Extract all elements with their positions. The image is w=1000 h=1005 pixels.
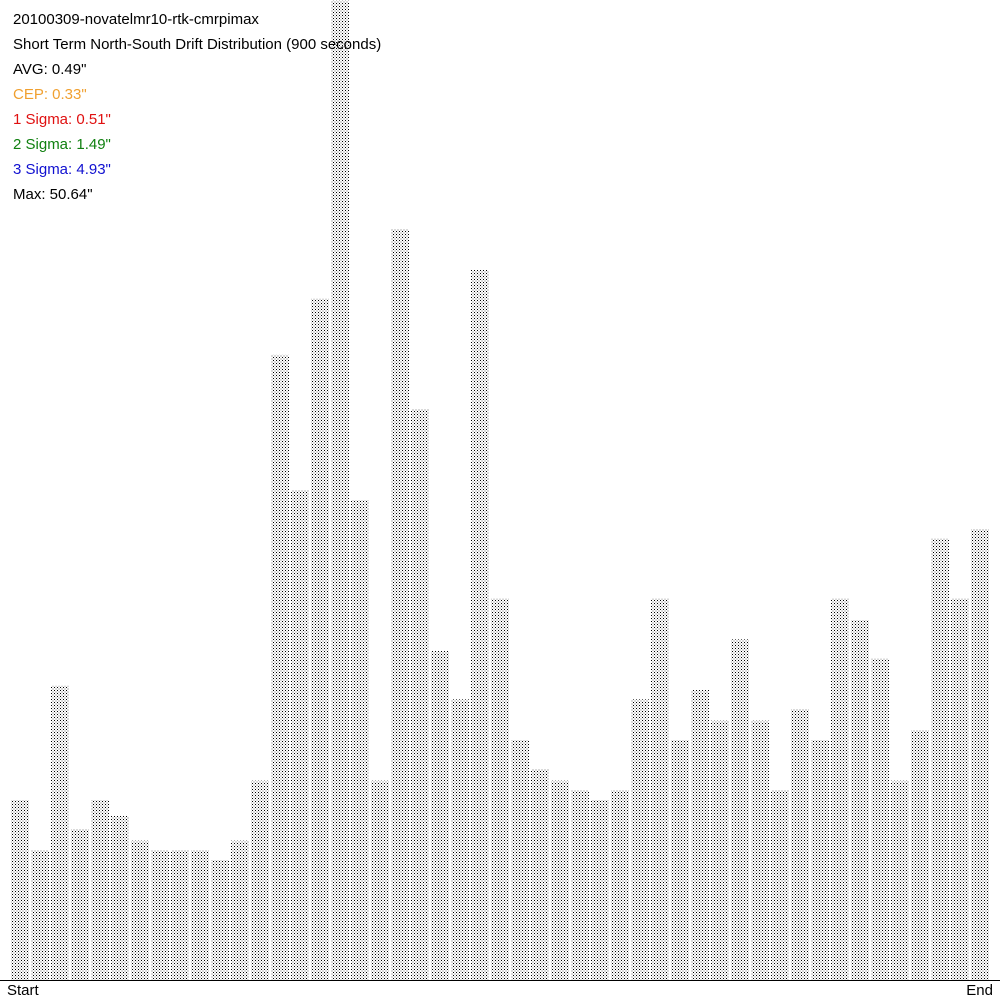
drift-column xyxy=(891,780,909,980)
drift-column xyxy=(571,790,589,980)
drift-column xyxy=(11,800,29,980)
drift-column xyxy=(931,538,949,980)
drift-column xyxy=(491,598,509,980)
drift-column xyxy=(631,699,649,980)
drift-column xyxy=(791,709,809,980)
drift-column xyxy=(151,850,169,980)
drift-column xyxy=(651,598,669,980)
drift-column xyxy=(671,740,689,980)
drift-column xyxy=(871,658,889,980)
drift-column xyxy=(31,850,49,980)
drift-column xyxy=(551,780,569,980)
drift-column xyxy=(751,720,769,980)
drift-column xyxy=(211,860,229,980)
drift-column xyxy=(471,269,489,980)
drift-column xyxy=(131,840,149,980)
stat-label: AVG: 0.49" xyxy=(13,61,86,78)
drift-column xyxy=(111,815,129,980)
drift-column xyxy=(71,829,89,980)
drift-column xyxy=(351,500,369,980)
drift-column xyxy=(191,850,209,980)
x-start-label: Start xyxy=(7,982,40,999)
drift-column xyxy=(391,229,409,981)
drift-column xyxy=(411,409,429,980)
chart-title: 20100309-novatelmr10-rtk-cmrpimax xyxy=(13,11,259,28)
drift-column xyxy=(171,850,189,980)
drift-column xyxy=(311,298,329,980)
drift-column xyxy=(91,800,109,980)
x-end-label: End xyxy=(966,982,993,999)
stat-label: 3 Sigma: 4.93" xyxy=(13,161,111,178)
drift-column xyxy=(231,840,249,980)
drift-column xyxy=(271,354,289,980)
drift-column xyxy=(251,780,269,980)
drift-column xyxy=(771,790,789,980)
drift-column xyxy=(971,529,989,980)
chart-subtitle: Short Term North-South Drift Distributio… xyxy=(13,36,381,53)
drift-column xyxy=(611,790,629,980)
drift-column xyxy=(711,720,729,980)
stat-label: 2 Sigma: 1.49" xyxy=(13,136,111,153)
drift-column xyxy=(431,651,449,980)
stat-label: 1 Sigma: 0.51" xyxy=(13,111,111,128)
drift-column xyxy=(851,620,869,980)
drift-column xyxy=(291,490,309,980)
stat-label: Max: 50.64" xyxy=(13,186,93,203)
drift-column xyxy=(951,598,969,980)
drift-column xyxy=(371,780,389,980)
drift-column xyxy=(51,685,69,980)
drift-column xyxy=(731,639,749,980)
drift-column xyxy=(691,689,709,980)
drift-column xyxy=(831,598,849,980)
drift-column xyxy=(811,740,829,980)
drift-column xyxy=(331,0,349,980)
drift-column xyxy=(531,769,549,980)
drift-column xyxy=(591,800,609,980)
drift-column xyxy=(451,699,469,980)
stat-label: CEP: 0.33" xyxy=(13,86,87,103)
drift-column xyxy=(511,740,529,980)
drift-column xyxy=(911,730,929,980)
